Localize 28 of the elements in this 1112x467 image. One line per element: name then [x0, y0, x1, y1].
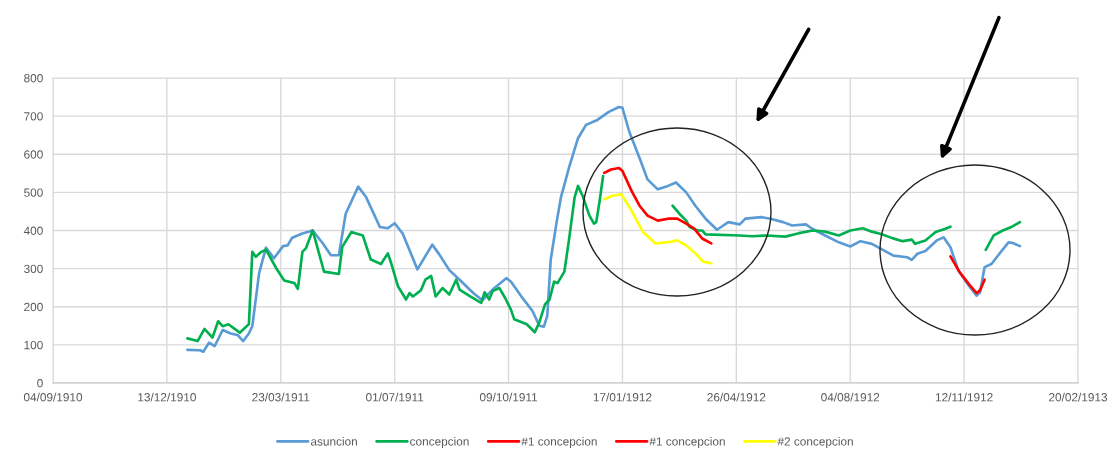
- y-tick-label: 0: [37, 379, 43, 388]
- x-tick-label: 26/04/1912: [707, 392, 766, 402]
- x-tick-label: 04/09/1910: [23, 392, 83, 402]
- x-tick-label: 23/03/1911: [252, 392, 310, 402]
- y-tick-label: 300: [24, 264, 43, 274]
- x-tick-label: 04/08/1912: [821, 392, 880, 402]
- y-tick-label: 700: [24, 112, 43, 121]
- x-tick-label: 01/07/1911: [366, 392, 424, 402]
- line-series: [949, 255, 986, 295]
- y-tick-label: 600: [24, 150, 43, 159]
- x-tick-label: 12/11/1912: [935, 392, 993, 402]
- legend-label: #1 concepcion: [521, 436, 597, 448]
- legend-label: #2 concepcion: [777, 436, 853, 448]
- y-tick-label: 500: [24, 188, 43, 197]
- legend-label: concepcion: [410, 436, 469, 448]
- legend-label: asuncion: [310, 436, 357, 446]
- legend-label: #1 concepcion: [649, 436, 725, 448]
- x-tick-label: 13/12/1910: [138, 392, 196, 402]
- x-tick-label: 17/01/1912: [593, 392, 652, 402]
- y-tick-label: 400: [23, 226, 43, 235]
- y-tick-label: 800: [24, 74, 43, 83]
- x-tick-label: 20/02/1913: [1049, 392, 1108, 402]
- y-tick-label: 200: [24, 302, 43, 312]
- line-series: [602, 166, 713, 245]
- line-series: [602, 192, 713, 265]
- line-series: [186, 105, 1022, 354]
- y-tick-label: 100: [24, 340, 43, 350]
- x-tick-label: 09/10/1911: [479, 392, 538, 402]
